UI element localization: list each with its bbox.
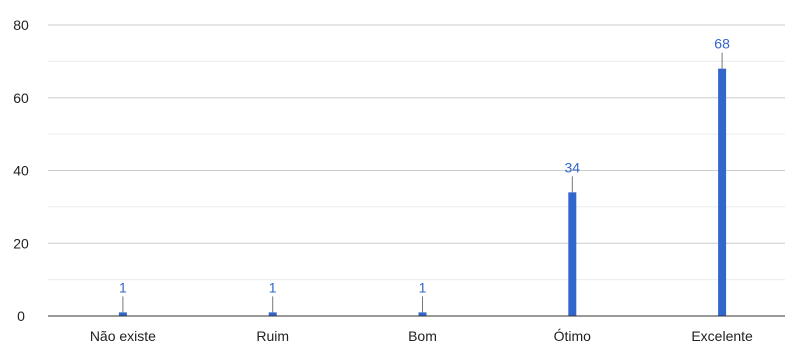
y-tick-label: 60	[13, 90, 29, 106]
x-tick-label: Não existe	[90, 328, 156, 344]
bar-1[interactable]	[268, 312, 277, 316]
y-axis-ticks: 0 20 40 60 80	[13, 17, 29, 324]
bar-2[interactable]	[418, 312, 427, 316]
bar-0[interactable]	[118, 312, 127, 316]
x-tick-label: Ótimo	[554, 328, 592, 344]
y-tick-label: 20	[13, 235, 29, 251]
bar-3[interactable]	[568, 192, 577, 316]
data-label: 1	[419, 279, 427, 295]
bars	[118, 68, 727, 317]
gridlines	[48, 24, 785, 281]
y-tick-label: 80	[13, 17, 29, 33]
data-label: 68	[714, 36, 730, 52]
bar-4[interactable]	[718, 68, 727, 317]
data-label: 34	[565, 159, 581, 175]
data-label: 1	[119, 279, 127, 295]
y-tick-label: 0	[17, 308, 25, 324]
x-axis-ticks: Não existe Ruim Bom Ótimo Excelente	[90, 328, 753, 344]
x-tick-label: Bom	[408, 328, 437, 344]
y-tick-label: 40	[13, 163, 29, 179]
x-tick-label: Excelente	[691, 328, 753, 344]
x-tick-label: Ruim	[256, 328, 289, 344]
data-label: 1	[269, 279, 277, 295]
data-labels: 1 1 1 34 68	[119, 36, 730, 313]
